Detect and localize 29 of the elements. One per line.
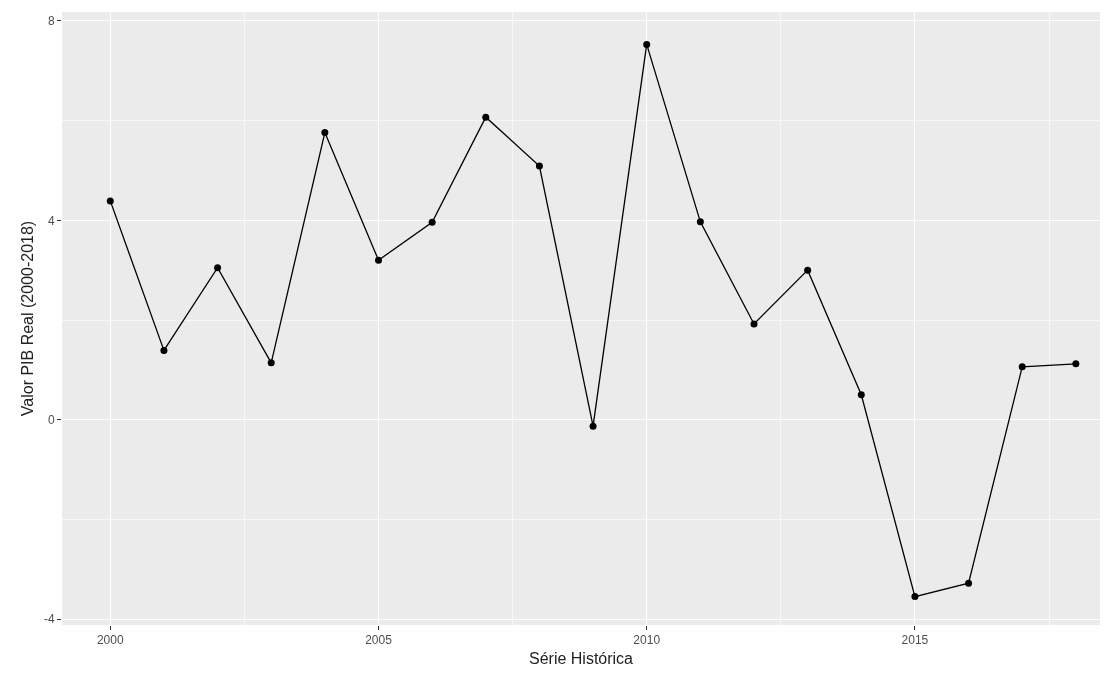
point [804,266,812,274]
y-tick-label: 8 [47,14,55,29]
point [160,346,168,354]
x-tick-label: 2000 [96,633,124,648]
point [911,593,919,601]
point [214,264,222,272]
point [267,359,275,367]
point [589,422,597,430]
y-tick-label: 4 [47,213,55,228]
y-axis-title: Valor PIB Real (2000-2018) [18,220,36,417]
point [1072,360,1080,368]
y-tick-label: 0 [47,412,55,427]
y-tick-label: -4 [43,612,55,627]
point [750,320,758,328]
point [965,579,973,587]
point [535,162,543,170]
point [428,218,436,226]
x-axis-title: Série Histórica [528,650,634,668]
point [482,113,490,121]
point [696,218,704,226]
point [857,391,865,399]
x-tick-label: 2010 [633,633,661,648]
x-tick-label: 2015 [901,633,929,648]
point [321,129,329,137]
point [106,197,114,205]
x-tick-label: 2005 [365,633,393,648]
point [1018,363,1026,371]
point [643,40,651,48]
point [375,256,382,264]
